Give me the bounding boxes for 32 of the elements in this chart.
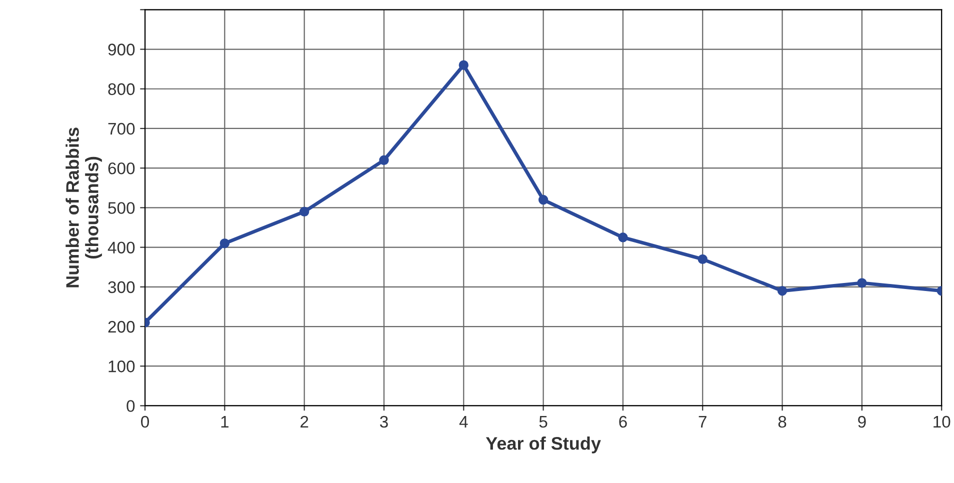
y-tick-label: 200 <box>108 320 135 333</box>
point <box>698 254 708 264</box>
x-tick-label: 9 <box>858 416 866 428</box>
point <box>857 278 867 288</box>
y-tick-label: 900 <box>108 44 135 56</box>
y-tick-label: 300 <box>108 281 135 294</box>
x-tick-label: 10 <box>934 416 950 428</box>
x-tick-label: 3 <box>380 416 388 428</box>
x-tick-label: 2 <box>300 416 308 428</box>
x-tick-label: 1 <box>221 416 228 428</box>
y-tick-label: 700 <box>108 122 135 135</box>
x-tick-label: 4 <box>459 416 468 428</box>
x-tick-label: 5 <box>539 416 548 428</box>
point <box>299 206 310 217</box>
y-axis-title: Number of Rabbits (thousands) <box>66 128 102 288</box>
x-tick-label: 6 <box>619 416 627 428</box>
x-tick-label: 8 <box>778 416 786 428</box>
y-tick-label: 0 <box>126 400 135 412</box>
x-tick-label: 0 <box>141 416 149 428</box>
x-axis-title: Year of Study <box>486 436 601 454</box>
y-tick-label: 400 <box>108 242 135 254</box>
point <box>458 60 469 70</box>
point <box>220 238 230 248</box>
point <box>777 286 788 296</box>
y-tick-label: 500 <box>108 202 135 214</box>
point <box>618 232 628 242</box>
y-tick-label: 100 <box>108 360 135 372</box>
y-tick-label: 600 <box>108 162 135 174</box>
point <box>379 155 389 166</box>
point <box>538 194 548 205</box>
y-tick-label: 800 <box>108 83 135 96</box>
x-tick-label: 7 <box>698 416 706 428</box>
